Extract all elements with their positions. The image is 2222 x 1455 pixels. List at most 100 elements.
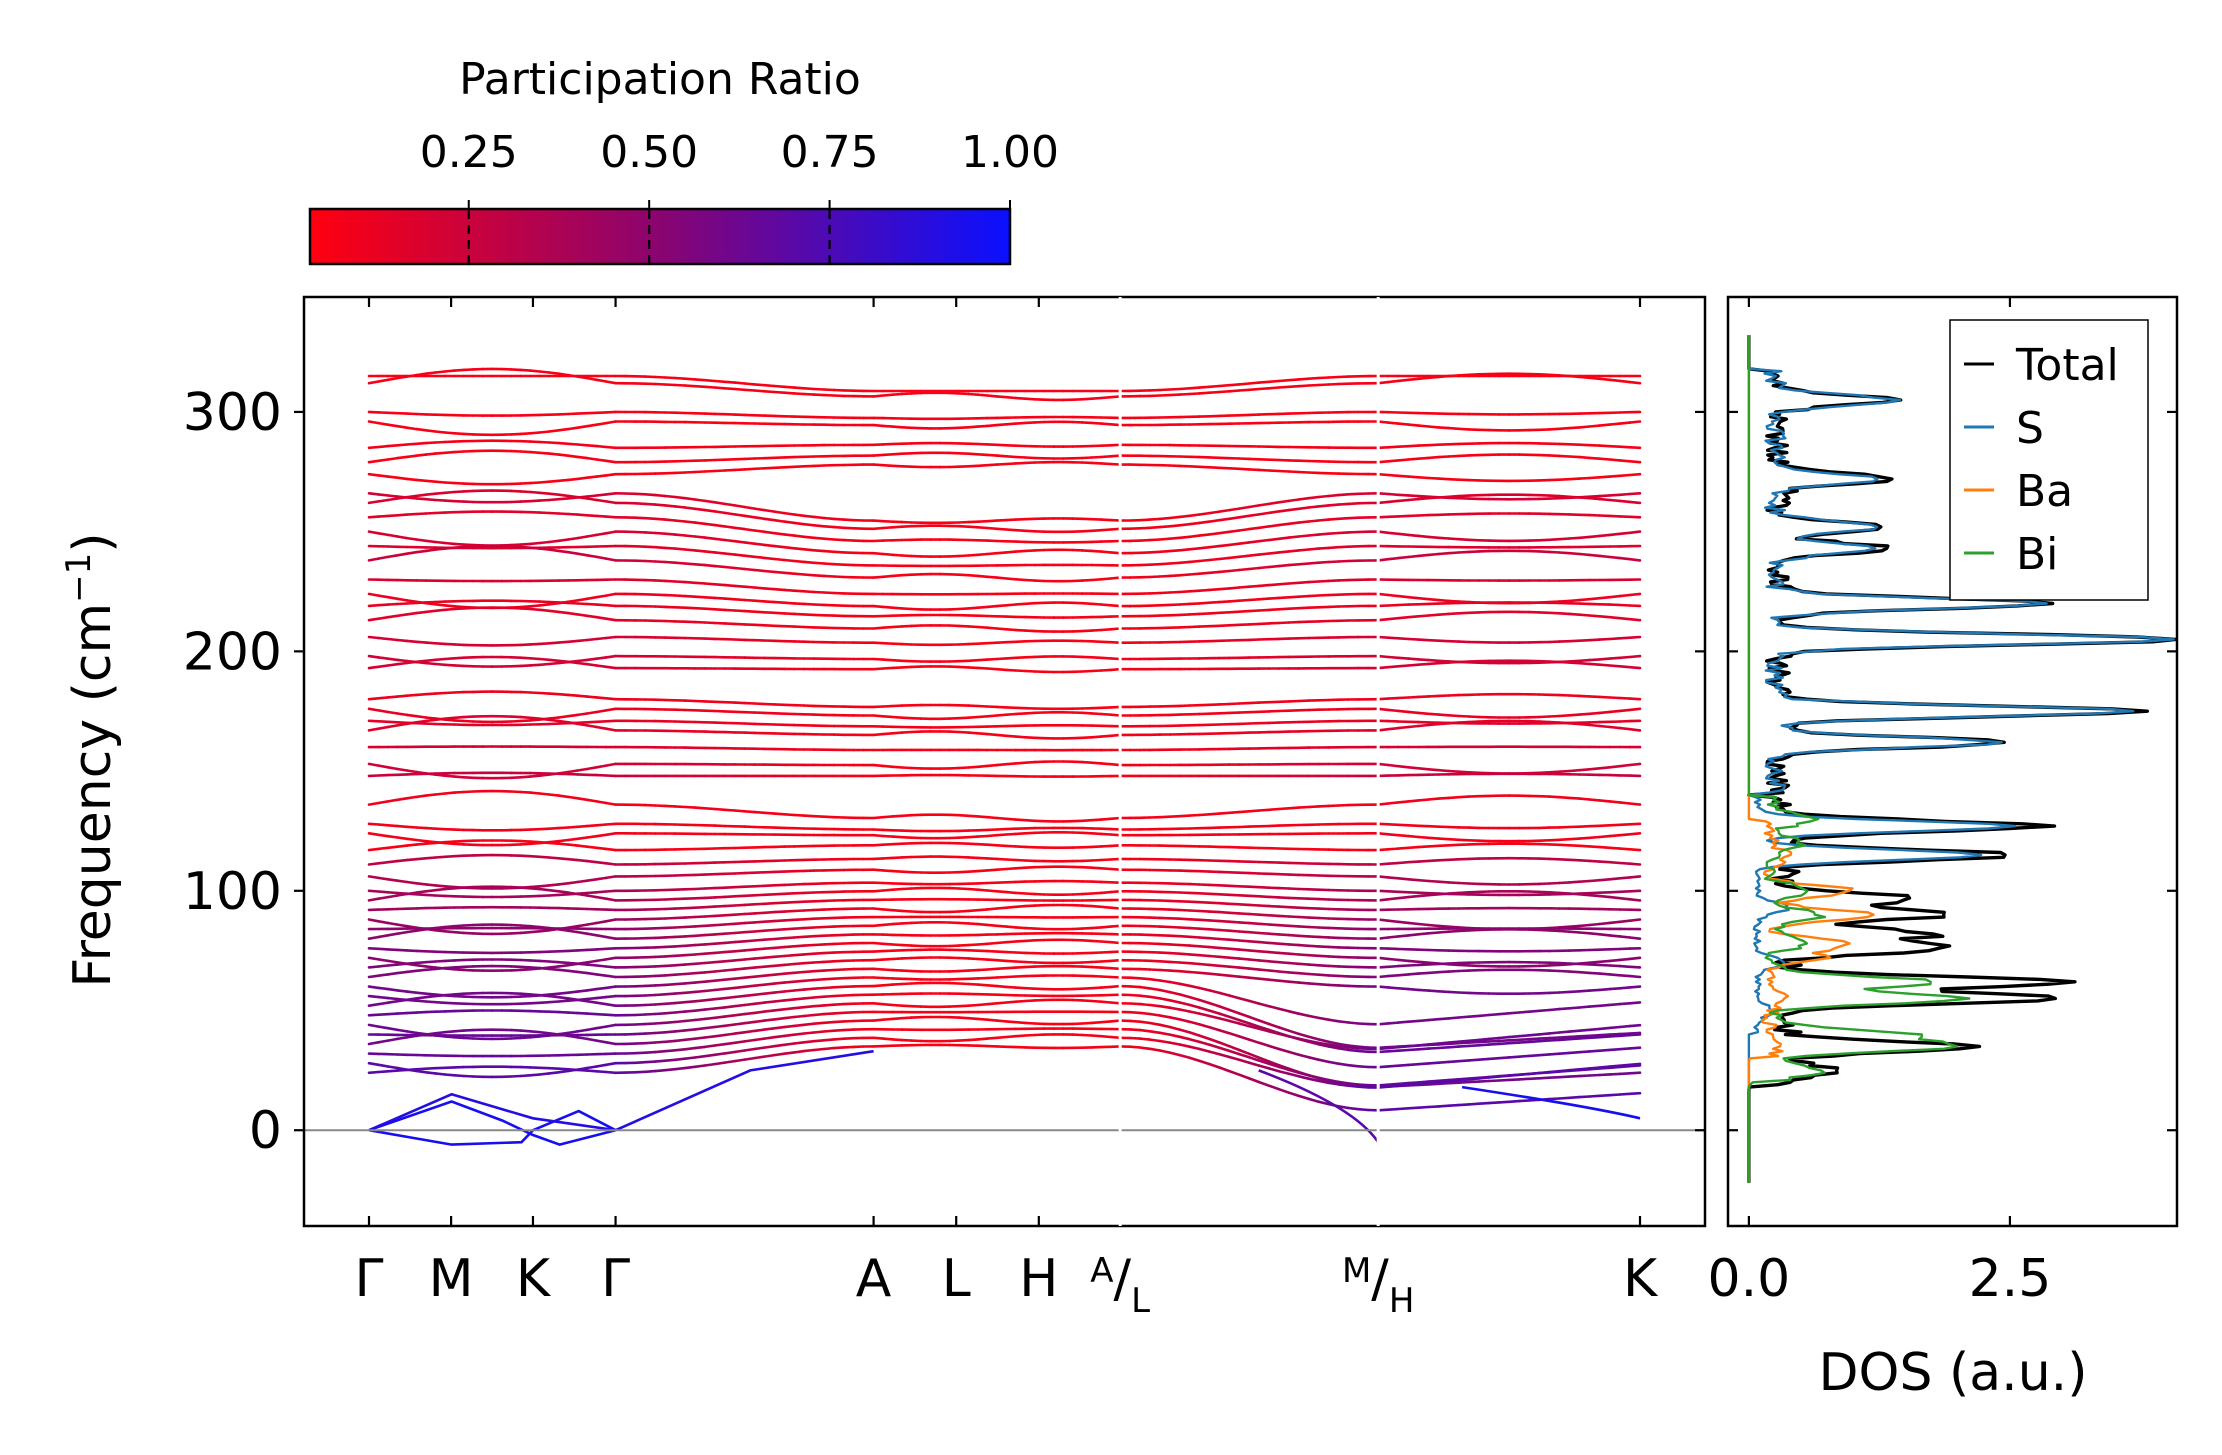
band-segment: [733, 701, 746, 705]
band-segment: [723, 608, 737, 612]
band-segment: [1247, 894, 1261, 898]
band-segment: [604, 603, 617, 608]
band-segment: [1397, 498, 1410, 503]
band-segment: [1158, 388, 1172, 392]
band-segment: [1376, 530, 1390, 535]
band-segment: [713, 895, 727, 899]
band-segment: [812, 523, 826, 528]
band-segment: [872, 714, 885, 718]
band-segment: [1598, 457, 1612, 461]
band-segment: [1080, 735, 1093, 740]
band-segment: [1376, 822, 1390, 826]
band-segment: [663, 579, 677, 583]
band-segment: [842, 526, 856, 530]
band-segment: [1397, 833, 1410, 838]
band-segment: [604, 380, 617, 385]
band-segment: [557, 478, 570, 483]
band-segment: [1437, 661, 1450, 665]
band-segment: [703, 469, 717, 473]
band-segment: [995, 762, 1008, 767]
band-segment: [1024, 669, 1037, 673]
band-segment: [547, 497, 561, 502]
band-segment: [519, 431, 532, 436]
band-segment: [1588, 859, 1601, 863]
band-segment: [396, 424, 409, 430]
band-segment: [1337, 516, 1350, 521]
band-segment: [872, 575, 885, 579]
band-segment: [604, 801, 617, 806]
band-segment: [891, 658, 904, 663]
band-segment: [1237, 505, 1251, 510]
band-segment: [1397, 860, 1410, 865]
band-segment: [519, 545, 532, 550]
band-segment: [1618, 492, 1632, 497]
band-segment: [1376, 515, 1390, 519]
band-segment: [1467, 372, 1481, 377]
band-segment: [782, 900, 796, 905]
band-segment: [1005, 462, 1018, 466]
band-segment: [1080, 865, 1093, 870]
band-segment: [538, 717, 551, 722]
band-segment: [1228, 466, 1241, 471]
band-segment: [693, 905, 707, 910]
band-segment: [1568, 639, 1581, 643]
band-segment: [443, 541, 456, 546]
band-segment: [1397, 920, 1410, 925]
band-segment: [1437, 659, 1450, 663]
band-segment: [1267, 807, 1281, 812]
band-segment: [519, 715, 532, 720]
band-segment: [1237, 554, 1251, 559]
band-segment: [415, 427, 428, 432]
band-segment: [1277, 923, 1291, 928]
band-segment: [1099, 550, 1112, 554]
band-segment: [386, 533, 399, 538]
band-segment: [733, 609, 746, 613]
band-segment: [1247, 903, 1261, 907]
band-segment: [424, 841, 437, 846]
band-segment: [1578, 613, 1591, 617]
band-segment: [595, 709, 608, 714]
band-segment: [566, 843, 579, 847]
band-segment: [1099, 656, 1112, 660]
band-segment: [822, 524, 836, 529]
band-segment: [396, 836, 409, 841]
band-segment: [1277, 385, 1291, 389]
band-segment: [782, 812, 796, 817]
band-segment: [1178, 613, 1191, 617]
band-segment: [1386, 801, 1400, 805]
band-segment: [434, 430, 447, 434]
band-segment: [891, 425, 904, 429]
band-segment: [1267, 510, 1281, 515]
band-segment: [1247, 701, 1261, 705]
band-segment: [872, 833, 885, 838]
band-segment: [538, 691, 551, 695]
band-segment: [1417, 424, 1430, 428]
band-segment: [822, 388, 836, 392]
band-segment: [1386, 889, 1400, 894]
band-segment: [443, 884, 456, 889]
band-segment: [1297, 470, 1310, 474]
band-segment: [1178, 814, 1191, 818]
band-segment: [595, 800, 608, 805]
band-segment: [1568, 721, 1581, 726]
band-segment: [1568, 495, 1581, 499]
band-segment: [566, 713, 579, 718]
band-segment: [900, 624, 913, 628]
band-segment: [1297, 594, 1310, 599]
band-segment: [1198, 812, 1211, 817]
band-segment: [405, 660, 418, 665]
band-segment: [1228, 586, 1241, 590]
band-segment: [1598, 595, 1612, 600]
band-segment: [1608, 860, 1622, 865]
band-segment: [1427, 923, 1440, 928]
band-segment: [986, 575, 999, 579]
band-segment: [713, 923, 727, 927]
band-segment: [1427, 552, 1440, 557]
band-segment: [1198, 918, 1211, 922]
band-segment: [377, 846, 390, 851]
band-segment: [1178, 589, 1191, 594]
band-segment: [1467, 715, 1481, 719]
band-segment: [986, 815, 999, 820]
band-segment: [1417, 711, 1430, 716]
band-segment: [1014, 421, 1027, 425]
